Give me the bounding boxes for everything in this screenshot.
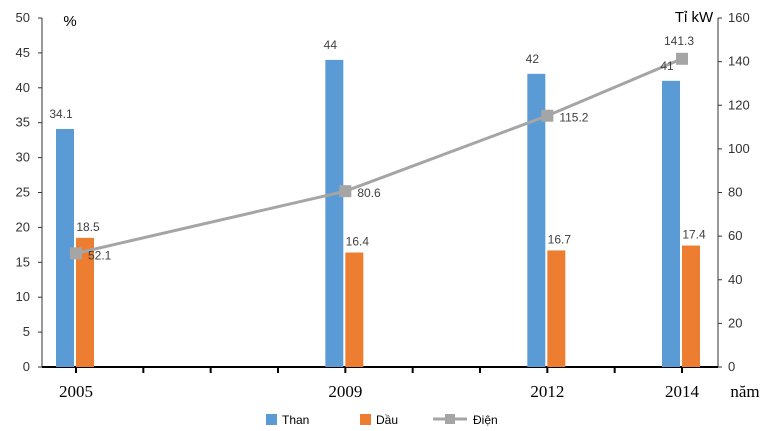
right-tick-label: 80	[728, 185, 742, 200]
bar-than	[662, 80, 680, 367]
data-label: 80.6	[357, 186, 381, 200]
left-tick-label: 25	[16, 185, 30, 200]
left-tick-label: 35	[16, 115, 30, 130]
right-tick-label: 140	[728, 54, 750, 69]
data-label: 52.1	[88, 248, 112, 262]
left-tick-label: 30	[16, 150, 30, 165]
x-axis-label: năm	[730, 382, 759, 401]
left-y-unit: %	[63, 13, 76, 30]
right-tick-label: 40	[728, 272, 742, 287]
bar-than	[56, 128, 74, 367]
legend-label-than: Than	[282, 413, 309, 427]
data-labels: 34.1 44 42 41 18.5 16.4 16.7 17.4 52.1 80.6 115.2 1…	[49, 34, 706, 263]
data-label: 44	[324, 38, 338, 52]
line-series	[70, 52, 688, 260]
bar-than	[325, 59, 344, 367]
left-tick-label: 0	[23, 359, 30, 374]
bar-dầu	[682, 245, 700, 367]
left-y-ticks: 0 5 10 15 20 25 30 35 40 45 50	[16, 10, 42, 374]
bar-than	[527, 73, 546, 367]
data-label: 141.3	[664, 34, 694, 48]
x-tick-label: 2009	[328, 382, 362, 401]
right-y-ticks: 0 20 40 60 80 100 120 140 160	[718, 10, 750, 374]
legend-swatch-dau	[360, 414, 371, 425]
x-tick-label: 2012	[530, 382, 564, 401]
marker-điện	[339, 185, 352, 198]
legend-marker-dien	[445, 414, 455, 424]
data-label: 34.1	[49, 107, 73, 121]
x-ticks: 2005 2009 2012 2014	[59, 367, 700, 401]
left-tick-label: 45	[16, 45, 30, 60]
data-label: 16.7	[548, 232, 572, 246]
legend-label-dien: Điện	[473, 413, 498, 427]
data-label: 18.5	[76, 220, 100, 234]
bar-dầu	[76, 237, 94, 367]
line-điện	[75, 57, 683, 255]
right-tick-label: 120	[728, 97, 750, 112]
right-tick-label: 100	[728, 141, 750, 156]
right-y-unit: Tỉ kW	[675, 9, 714, 26]
left-tick-label: 10	[16, 289, 30, 304]
x-tick-label: 2005	[59, 382, 93, 401]
x-tick-label: 2014	[665, 382, 700, 401]
left-tick-label: 40	[16, 80, 30, 95]
marker-điện	[676, 52, 688, 65]
data-label: 41	[660, 59, 674, 73]
right-tick-label: 160	[728, 10, 750, 25]
legend-swatch-than	[266, 414, 277, 425]
data-label: 115.2	[559, 111, 588, 125]
left-tick-label: 50	[16, 10, 30, 25]
marker-điện	[541, 109, 554, 122]
marker-điện	[70, 247, 82, 260]
bar-dầu	[345, 252, 364, 367]
legend: Than Dầu Điện	[266, 413, 498, 427]
right-tick-label: 20	[728, 315, 742, 330]
left-tick-label: 15	[16, 254, 30, 269]
legend-label-dau: Dầu	[376, 413, 398, 427]
left-tick-label: 5	[23, 324, 30, 339]
left-tick-label: 20	[16, 219, 30, 234]
bar-dầu	[547, 250, 566, 367]
data-label: 16.4	[346, 235, 370, 249]
right-tick-label: 60	[728, 228, 742, 243]
bars	[56, 59, 700, 367]
right-tick-label: 0	[728, 359, 735, 374]
data-label: 42	[526, 52, 540, 66]
data-label: 17.4	[682, 228, 706, 242]
